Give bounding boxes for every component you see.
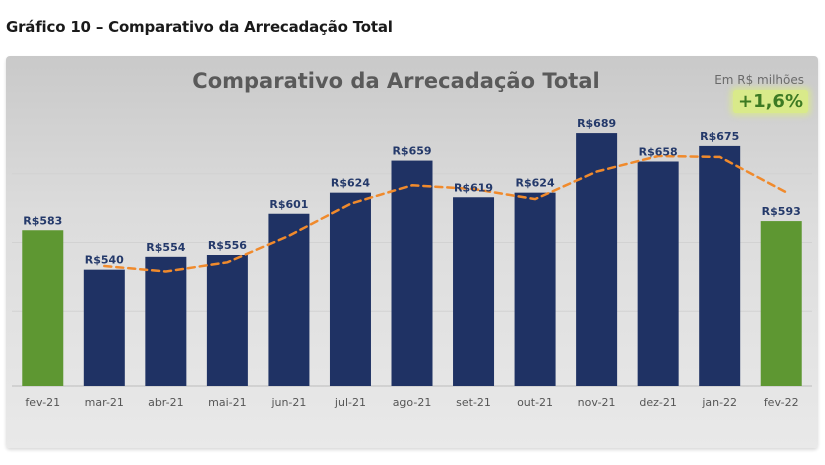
value-label-abr-21: R$554 xyxy=(146,241,185,254)
chart-title: Comparativo da Arrecadação Total xyxy=(192,69,600,93)
chart-panel: Comparativo da Arrecadação Total Em R$ m… xyxy=(6,56,818,448)
bar-out-21 xyxy=(514,192,556,386)
value-label-ago-21: R$659 xyxy=(392,145,431,158)
bar-jun-21 xyxy=(268,213,310,386)
value-label-jan-22: R$675 xyxy=(700,130,739,143)
trend-line xyxy=(103,154,787,273)
bar-jan-22 xyxy=(699,145,741,386)
x-tick-label-ago-21: ago-21 xyxy=(393,396,432,409)
value-label-nov-21: R$689 xyxy=(577,117,616,130)
value-label-fev-22: R$593 xyxy=(762,205,801,218)
value-label-jul-21: R$624 xyxy=(331,177,370,190)
value-label-jun-21: R$601 xyxy=(269,198,308,211)
x-tick-label-nov-21: nov-21 xyxy=(578,396,616,409)
value-label-dez-21: R$658 xyxy=(639,146,678,159)
bar-mar-21 xyxy=(83,269,125,386)
x-tick-label-fev-21: fev-21 xyxy=(25,396,60,409)
bar-ago-21 xyxy=(391,160,433,386)
x-tick-label-fev-22: fev-22 xyxy=(764,396,799,409)
x-tick-label-abr-21: abr-21 xyxy=(148,396,184,409)
bar-set-21 xyxy=(453,197,495,386)
x-tick-label-set-21: set-21 xyxy=(456,396,491,409)
value-label-fev-21: R$583 xyxy=(23,214,62,227)
bar-chart-svg: R$583 R$540 R$554 R$556 R$601 R$624 R$659 R$619… xyxy=(12,117,812,409)
x-tick-label-jul-21: jul-21 xyxy=(334,396,366,409)
bar-nov-21 xyxy=(576,133,618,386)
bar-mai-21 xyxy=(206,255,248,386)
x-tick-label-dez-21: dez-21 xyxy=(639,396,677,409)
value-label-set-21: R$619 xyxy=(454,181,493,194)
unit-label: Em R$ milhões xyxy=(714,73,804,87)
x-tick-label-jan-22: jan-22 xyxy=(701,396,737,409)
value-label-out-21: R$624 xyxy=(516,177,555,190)
bar-fev-22 xyxy=(760,221,802,386)
bar-fev-21 xyxy=(22,230,64,386)
bar-abr-21 xyxy=(145,256,187,386)
x-tick-label-mar-21: mar-21 xyxy=(85,396,124,409)
bar-dez-21 xyxy=(637,161,679,386)
value-label-mai-21: R$556 xyxy=(208,239,247,252)
x-tick-label-out-21: out-21 xyxy=(517,396,553,409)
figure-caption: Gráfico 10 – Comparativo da Arrecadação … xyxy=(6,18,393,36)
growth-badge: +1,6% xyxy=(732,90,808,113)
value-label-mar-21: R$540 xyxy=(85,254,124,267)
x-tick-label-jun-21: jun-21 xyxy=(270,396,306,409)
x-tick-label-mai-21: mai-21 xyxy=(208,396,246,409)
bar-jul-21 xyxy=(329,192,371,386)
